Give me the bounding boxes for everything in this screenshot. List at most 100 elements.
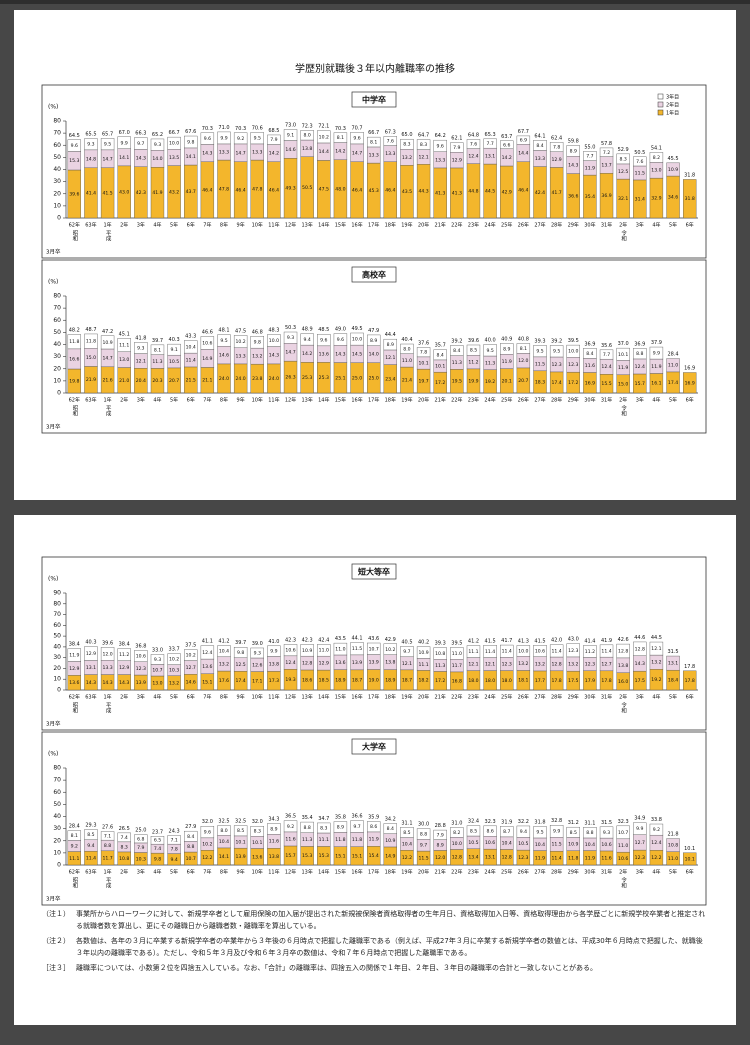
segment-label: 10.6 <box>136 654 146 660</box>
segment-label: 11.6 <box>285 836 295 842</box>
bar-segment <box>366 821 381 833</box>
x-tick-label: 23年 <box>468 869 479 876</box>
segment-label: 8.9 <box>570 148 577 154</box>
segment-label: 13.1 <box>668 661 678 667</box>
total-label: 66.3 <box>135 131 146 137</box>
total-label: 42.3 <box>302 637 313 643</box>
bar-segment <box>134 834 148 844</box>
segment-label: 11.9 <box>651 364 661 370</box>
bar-segment <box>350 132 364 145</box>
total-label: 64.2 <box>435 133 446 139</box>
total-label: 40.2 <box>418 640 429 646</box>
total-label: 70.6 <box>252 125 263 131</box>
segment-label: 8.5 <box>403 830 410 836</box>
segment-label: 8.0 <box>403 346 410 352</box>
total-label: 32.2 <box>518 819 529 825</box>
y-tick-label: 60 <box>53 317 61 324</box>
x-tick-label: 7年 <box>203 397 211 404</box>
bar-segment <box>666 162 680 177</box>
segment-label: 9.5 <box>536 830 543 836</box>
segment-label: 14.1 <box>119 155 129 161</box>
x-axis-label: 3月卒 <box>46 423 61 431</box>
segment-label: 8.4 <box>437 352 444 358</box>
x-tick-label: 27年 <box>534 397 545 404</box>
bar-segment <box>333 821 348 833</box>
x-tick-label: 15年 <box>335 397 346 404</box>
segment-label: 10.0 <box>352 337 362 343</box>
total-label: 27.9 <box>185 824 196 830</box>
segment-label: 7.2 <box>603 150 610 156</box>
segment-label: 15.3 <box>69 158 79 164</box>
segment-label: 14.9 <box>385 853 395 859</box>
segment-label: 9.2 <box>287 824 294 830</box>
segment-label: 13.7 <box>601 162 611 168</box>
x-tick-label: 8年 <box>220 397 228 404</box>
segment-label: 16.9 <box>585 380 595 386</box>
x-tick-label: 2年 <box>619 222 627 229</box>
segment-label: 43.0 <box>119 189 129 195</box>
segment-label: 17.5 <box>568 678 578 684</box>
segment-label: 8.4 <box>187 834 194 840</box>
y-tick-label: 80 <box>53 600 61 607</box>
x-tick-label: 8年 <box>220 869 228 876</box>
y-axis-label: (%) <box>48 751 58 758</box>
segment-label: 20.7 <box>169 378 179 384</box>
bar-segment <box>250 132 264 145</box>
segment-label: 11.6 <box>269 839 279 845</box>
legend-swatch <box>657 93 664 100</box>
segment-label: 12.4 <box>635 364 645 370</box>
total-label: 32.3 <box>618 819 629 825</box>
total-label: 65.5 <box>85 132 96 138</box>
y-tick-label: 70 <box>53 305 61 312</box>
segment-label: 12.3 <box>568 648 578 654</box>
x-tick-label: 4年 <box>153 397 161 404</box>
segment-label: 11.9 <box>585 165 595 171</box>
bar-segment <box>283 331 298 344</box>
segment-label: 12.4 <box>601 364 611 370</box>
segment-label: 8.4 <box>536 143 543 149</box>
bar-segment <box>117 648 131 661</box>
x-tick-label: 30年 <box>584 222 595 229</box>
bar-segment <box>300 821 314 833</box>
total-label: 26.5 <box>119 826 130 832</box>
segment-label: 13.2 <box>568 662 578 668</box>
segment-label: 7.6 <box>470 142 477 148</box>
bar-segment <box>167 653 181 665</box>
segment-label: 9.8 <box>187 139 194 145</box>
bar-segment <box>533 140 547 151</box>
chart-title-box <box>351 738 397 755</box>
segment-label: 11.7 <box>102 855 112 861</box>
x-tick-label: 5年 <box>669 869 677 876</box>
total-label: 37.0 <box>618 341 629 347</box>
total-label: 36.9 <box>584 341 595 347</box>
segment-label: 9.3 <box>154 657 161 663</box>
segment-label: 11.8 <box>69 339 79 345</box>
segment-label: 18.0 <box>485 678 495 684</box>
segment-label: 8.3 <box>254 829 261 835</box>
bar-segment <box>217 334 231 347</box>
segment-label: 39.6 <box>69 191 79 197</box>
legend-swatch <box>657 109 664 116</box>
bar-segment <box>267 645 281 657</box>
bar-segment <box>450 345 464 356</box>
x-tick-label: 5年 <box>669 397 677 404</box>
x-tick-label: 5年 <box>170 869 178 876</box>
bar-segment <box>300 333 314 346</box>
total-label: 40.5 <box>401 639 412 645</box>
segment-label: 8.4 <box>586 351 593 357</box>
segment-label: 25.0 <box>352 375 362 381</box>
x-tick-label: 26年 <box>518 694 529 701</box>
total-label: 65.0 <box>401 132 412 138</box>
segment-label: 23.4 <box>385 376 395 382</box>
segment-label: 13.9 <box>136 680 146 686</box>
segment-label: 13.3 <box>236 353 246 359</box>
bar-segment <box>333 132 348 143</box>
era-label: 昭和 <box>71 230 78 243</box>
bar-segment <box>184 135 198 149</box>
bar-segment <box>583 151 597 161</box>
bar-segment <box>233 825 248 837</box>
segment-label: 14.3 <box>119 680 129 686</box>
segment-label: 19.0 <box>369 677 379 683</box>
x-tick-label: 25年 <box>501 222 512 229</box>
era-label: 令和 <box>620 229 627 243</box>
